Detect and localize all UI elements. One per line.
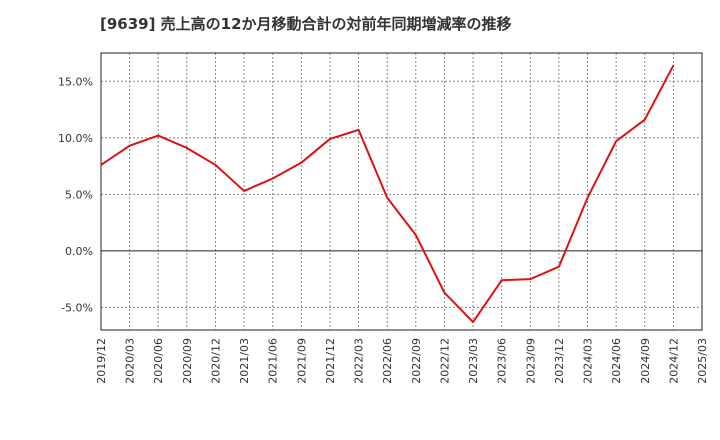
data-point: [157, 134, 160, 137]
data-point: [415, 234, 417, 236]
data-point: [558, 265, 560, 268]
x-tick-label: 2019/12: [95, 338, 108, 384]
x-tick-label: 2023/06: [496, 338, 509, 384]
x-tick-label: 2022/09: [410, 338, 423, 384]
chart-title: [9639] 売上高の12か月移動合計の対前年同期増減率の推移: [100, 15, 512, 33]
x-axis: 2019/12 2020/03 2020/06 2020/09 2020/12 2021/…: [95, 338, 709, 384]
data-point: [243, 190, 245, 192]
data-point: [100, 164, 102, 166]
x-tick-label: 2022/06: [381, 338, 394, 384]
y-tick-label: 5.0%: [65, 188, 93, 201]
x-tick-label: 2023/12: [553, 338, 566, 384]
x-tick-label: 2024/06: [610, 338, 623, 384]
series-layer: [100, 64, 675, 324]
data-point: [672, 64, 675, 67]
x-tick-label: 2024/12: [667, 338, 680, 384]
data-point: [357, 129, 360, 131]
data-point: [443, 291, 446, 294]
x-tick-label: 2023/09: [524, 338, 537, 384]
data-point: [615, 140, 617, 142]
data-point: [186, 147, 188, 149]
data-point: [500, 279, 503, 282]
x-tick-label: 2024/03: [582, 338, 595, 384]
data-point: [214, 164, 217, 166]
x-tick-label: 2020/03: [124, 338, 137, 384]
x-tick-label: 2024/09: [639, 338, 652, 384]
y-tick-label: 15.0%: [58, 75, 93, 88]
x-tick-label: 2022/12: [438, 338, 451, 384]
x-tick-label: 2020/12: [209, 338, 222, 384]
x-tick-label: 2021/12: [324, 338, 337, 384]
plot-area: [100, 52, 703, 331]
y-tick-label: 10.0%: [58, 132, 93, 145]
data-point: [271, 177, 274, 180]
data-point: [329, 138, 331, 140]
data-point: [386, 196, 388, 199]
x-tick-label: 2021/03: [238, 338, 251, 384]
data-point: [529, 278, 532, 280]
x-tick-label: 2025/03: [696, 338, 709, 384]
x-tick-label: 2023/03: [467, 338, 480, 384]
grid: [101, 53, 702, 330]
data-point: [643, 118, 646, 121]
data-point: [472, 321, 474, 323]
x-tick-label: 2020/06: [152, 338, 165, 384]
data-point: [300, 161, 303, 164]
x-tick-label: 2020/09: [181, 338, 194, 384]
y-tick-label: 0.0%: [65, 245, 93, 258]
y-axis: -5.0% 0.0% 5.0% 10.0% 15.0%: [58, 75, 93, 314]
data-point: [128, 144, 131, 147]
x-tick-label: 2021/09: [295, 338, 308, 384]
x-tick-label: 2022/03: [353, 338, 366, 384]
y-tick-label: -5.0%: [61, 301, 93, 314]
data-point: [586, 196, 589, 199]
x-tick-label: 2021/06: [267, 338, 280, 384]
